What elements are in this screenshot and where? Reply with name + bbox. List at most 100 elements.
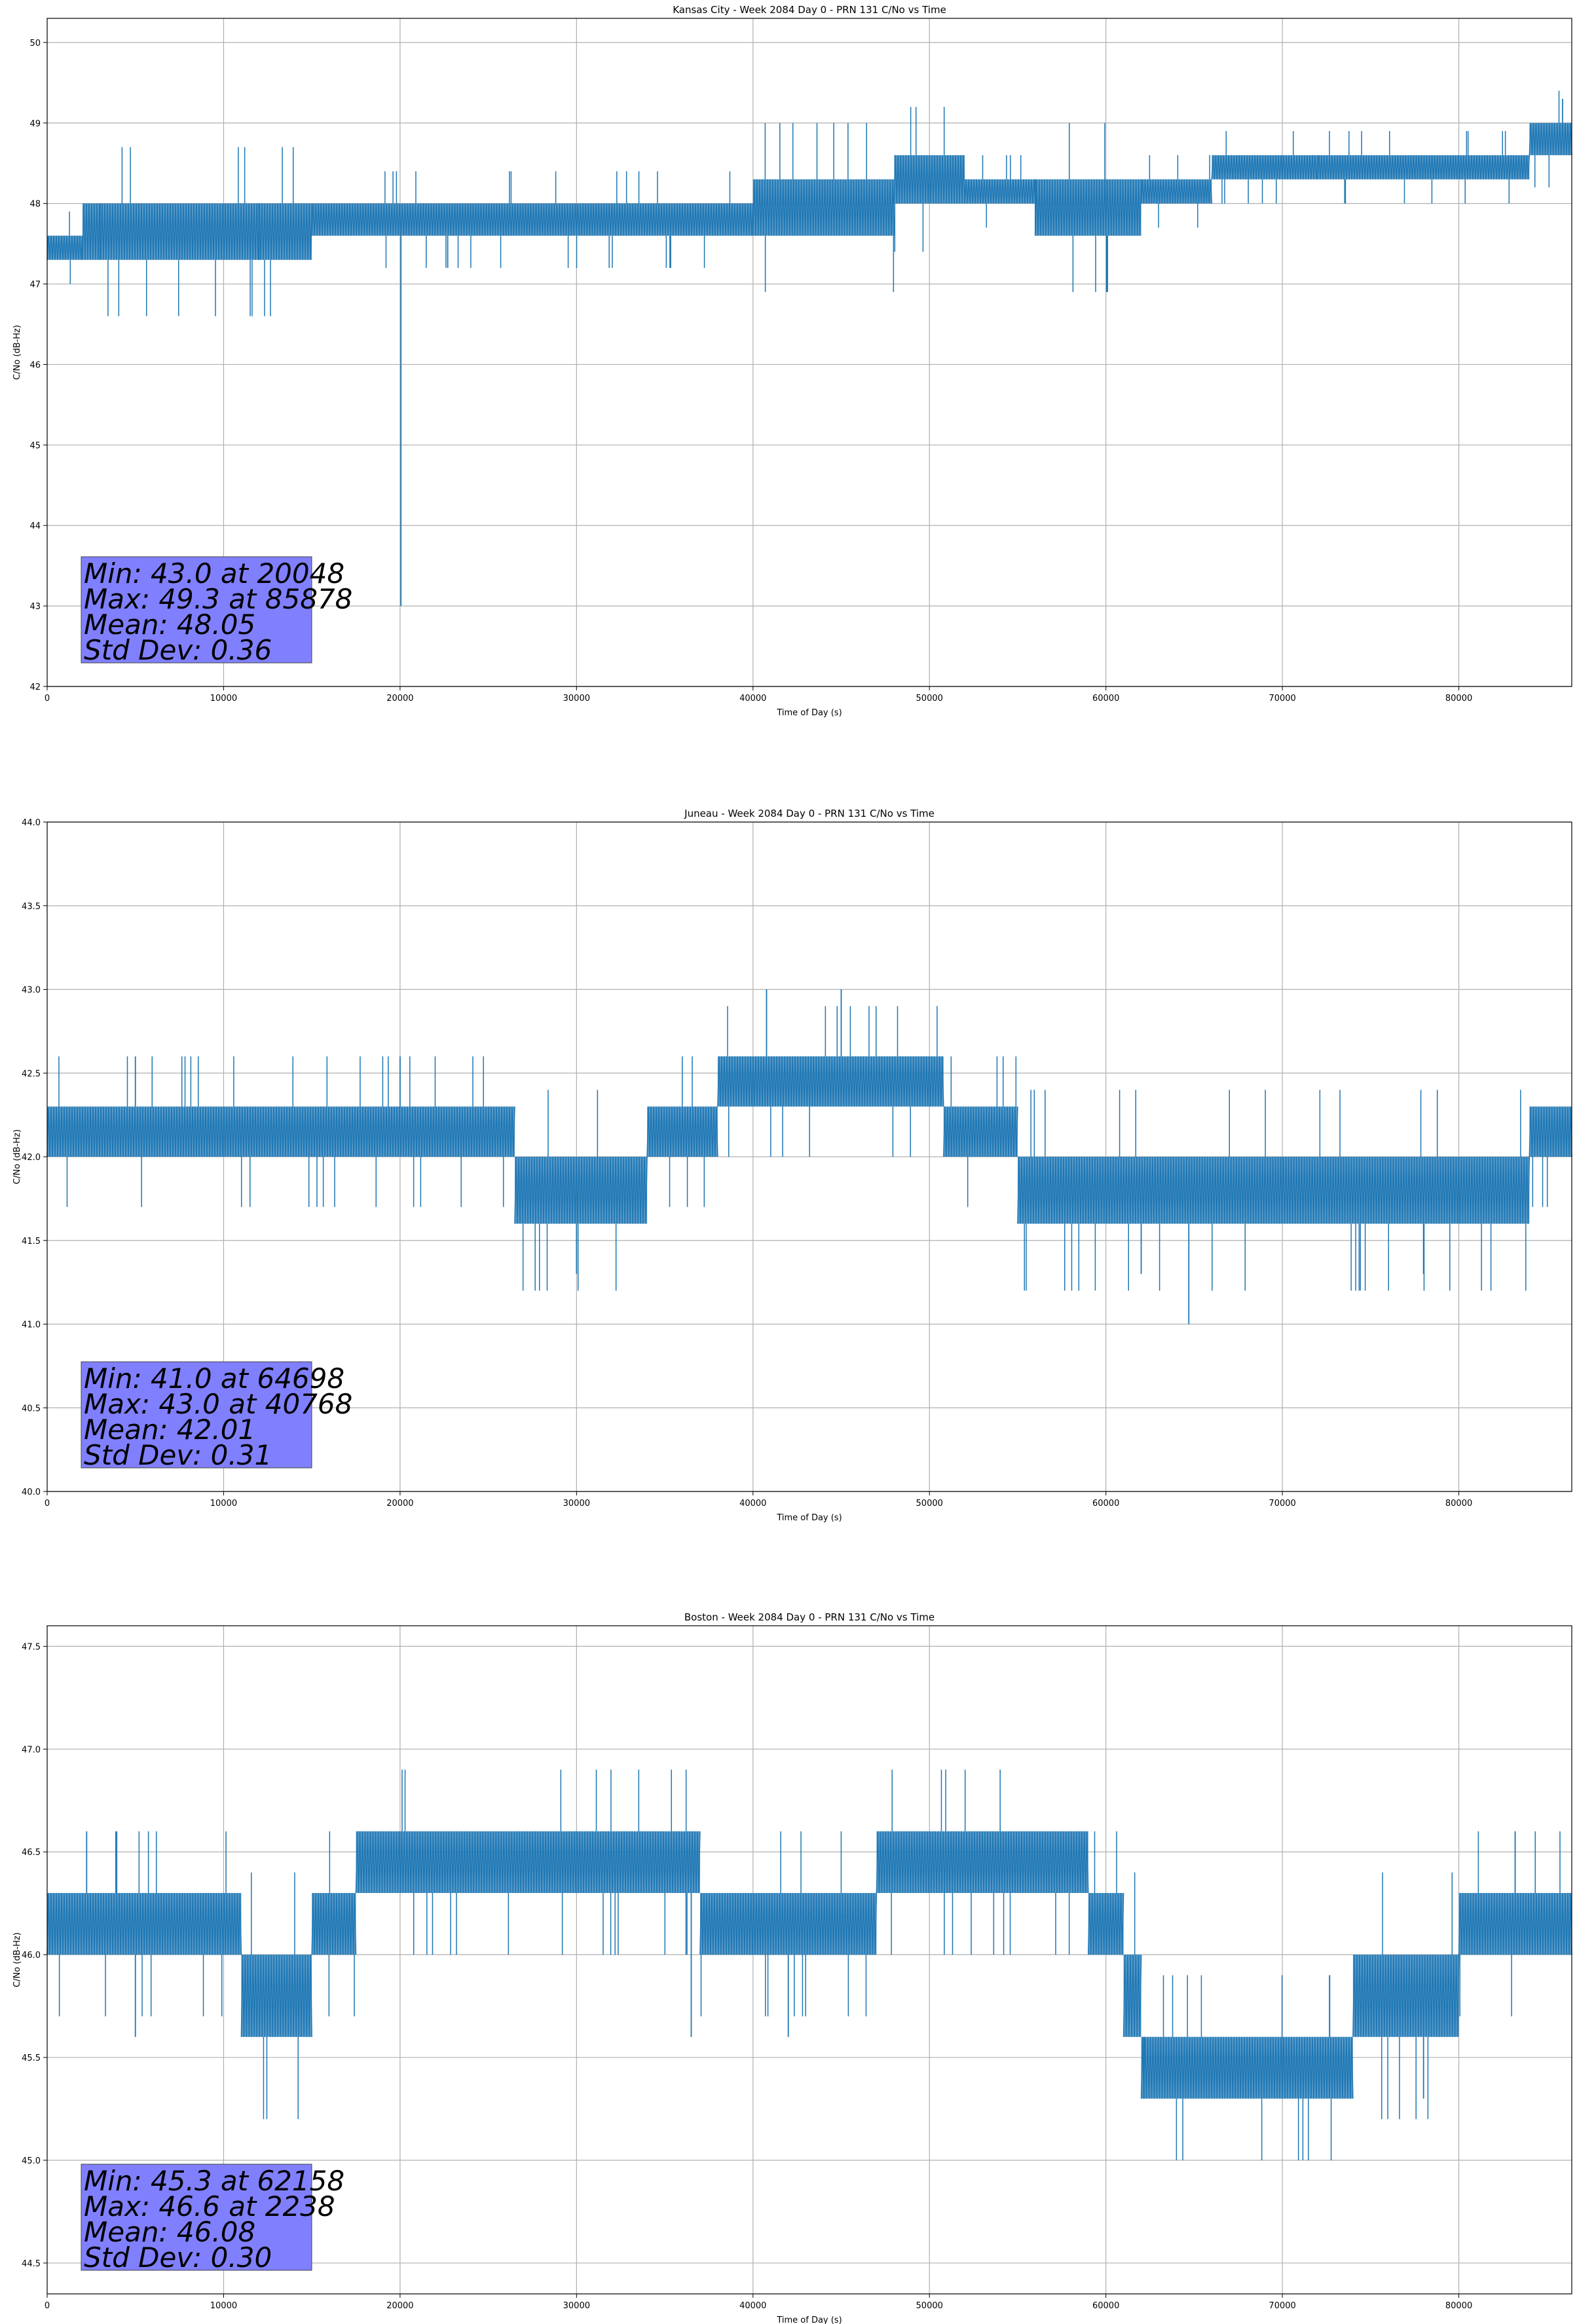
data-band-fill bbox=[82, 203, 312, 260]
x-tick-label: 30000 bbox=[563, 2301, 590, 2311]
stats-std: Std Dev: 0.30 bbox=[84, 2241, 272, 2274]
x-tick-label: 40000 bbox=[739, 694, 766, 703]
y-tick-label: 46.5 bbox=[22, 1848, 41, 1858]
stats-box bbox=[81, 1361, 312, 1469]
data-band-fill bbox=[1441, 155, 1530, 179]
y-axis-label: C/No (dB-Hz) bbox=[12, 1932, 22, 1987]
x-tick-label: 10000 bbox=[210, 694, 237, 703]
data-band-fill bbox=[717, 1056, 944, 1107]
y-tick-label: 45.0 bbox=[22, 2156, 41, 2166]
y-tick-label: 41.5 bbox=[22, 1237, 41, 1246]
data-band-fill bbox=[1529, 1106, 1572, 1157]
data-band-fill bbox=[356, 1831, 700, 1893]
data-band-fill bbox=[1352, 1955, 1459, 2037]
chart-3: 0 10000 20000 30000 40000 50000 60000 70000 8000… bbox=[12, 1611, 1572, 2324]
x-tick-label: 60000 bbox=[1092, 1499, 1119, 1509]
x-tick-label: 30000 bbox=[563, 1499, 590, 1509]
x-tick-label: 70000 bbox=[1269, 2301, 1295, 2311]
data-band-fill bbox=[894, 155, 965, 204]
y-tick-label: 40.5 bbox=[22, 1404, 41, 1414]
data-band-fill bbox=[241, 1955, 312, 2037]
data-band-fill bbox=[699, 1893, 877, 1955]
x-tick-label: 30000 bbox=[563, 694, 590, 703]
stats-box bbox=[81, 556, 312, 664]
data-band-fill bbox=[1458, 1893, 1572, 1955]
data-band-fill bbox=[1017, 1157, 1530, 1224]
x-tick-label: 40000 bbox=[739, 2301, 766, 2311]
y-tick-label: 44.0 bbox=[22, 818, 41, 828]
x-axis-label: Time of Day (s) bbox=[776, 708, 842, 718]
y-tick-label: 42.5 bbox=[22, 1069, 41, 1079]
x-tick-label: 50000 bbox=[916, 694, 943, 703]
stats-max: Max: 46.6 at 2238 bbox=[84, 2190, 335, 2222]
y-tick-label: 43.5 bbox=[22, 902, 41, 912]
x-tick-label: 0 bbox=[45, 2301, 50, 2311]
data-band-fill bbox=[1035, 179, 1141, 236]
stats-min: Min: 43.0 at 20048 bbox=[84, 557, 344, 590]
data-band-fill bbox=[1123, 1955, 1141, 2037]
chart-2: 0 10000 20000 30000 40000 50000 60000 70000 8000… bbox=[12, 808, 1572, 1523]
chart-title: Kansas City - Week 2084 Day 0 - PRN 131 … bbox=[673, 4, 946, 16]
x-tick-label: 50000 bbox=[916, 2301, 943, 2311]
data-band-fill bbox=[1088, 1893, 1124, 1955]
stats-mean: Mean: 46.08 bbox=[84, 2216, 255, 2248]
x-axis-label: Time of Day (s) bbox=[776, 2315, 842, 2324]
x-tick-label: 0 bbox=[45, 694, 50, 703]
y-tick-label: 41.0 bbox=[22, 1321, 41, 1330]
y-tick-label: 47.0 bbox=[22, 1745, 41, 1755]
data-band-fill bbox=[1212, 155, 1318, 179]
chart-title: Juneau - Week 2084 Day 0 - PRN 131 C/No … bbox=[684, 808, 935, 819]
x-tick-label: 80000 bbox=[1445, 694, 1472, 703]
y-tick-label: 40.0 bbox=[22, 1488, 41, 1497]
y-axis-label: C/No (dB-Hz) bbox=[12, 1129, 22, 1184]
y-tick-label: 42 bbox=[29, 683, 41, 692]
data-band-fill bbox=[1141, 179, 1212, 204]
data-band bbox=[893, 155, 965, 204]
data-band-fill bbox=[876, 1831, 1088, 1893]
y-tick-label: 45.5 bbox=[22, 2053, 41, 2063]
x-tick-label: 80000 bbox=[1445, 1499, 1472, 1509]
x-tick-label: 20000 bbox=[386, 694, 413, 703]
axes-frame bbox=[46, 18, 1572, 687]
x-tick-label: 10000 bbox=[210, 1499, 237, 1509]
x-tick-label: 50000 bbox=[916, 1499, 943, 1509]
x-tick-label: 20000 bbox=[386, 1499, 413, 1509]
stats-box bbox=[81, 2164, 312, 2271]
x-tick-label: 80000 bbox=[1445, 2301, 1472, 2311]
x-tick-label: 40000 bbox=[739, 1499, 766, 1509]
data-band-fill bbox=[1318, 155, 1441, 179]
y-tick-label: 42.0 bbox=[22, 1153, 41, 1163]
data-band bbox=[876, 1831, 1089, 1894]
data-band-fill bbox=[1141, 2036, 1353, 2099]
x-tick-label: 0 bbox=[45, 1499, 50, 1509]
data-band-fill bbox=[47, 1893, 242, 1955]
y-tick-label: 44 bbox=[29, 521, 41, 531]
y-tick-label: 43 bbox=[29, 602, 41, 612]
y-tick-label: 48 bbox=[29, 200, 41, 210]
x-axis-label: Time of Day (s) bbox=[776, 1513, 842, 1523]
data-band-fill bbox=[312, 203, 506, 236]
data-band-fill bbox=[47, 1106, 515, 1157]
axes-frame bbox=[46, 1625, 1572, 2295]
y-tick-label: 49 bbox=[29, 119, 41, 129]
y-tick-label: 43.0 bbox=[22, 986, 41, 996]
x-tick-label: 60000 bbox=[1092, 694, 1119, 703]
data-band-fill bbox=[312, 1893, 356, 1955]
stats-max: Max: 43.0 at 40768 bbox=[84, 1388, 352, 1420]
x-tick-label: 10000 bbox=[210, 2301, 237, 2311]
y-tick-label: 45 bbox=[29, 441, 41, 451]
stats-mean: Mean: 48.05 bbox=[84, 609, 255, 641]
data-band-fill bbox=[47, 235, 83, 260]
data-band-fill bbox=[515, 1157, 648, 1224]
stats-mean: Mean: 42.01 bbox=[84, 1414, 255, 1446]
y-tick-label: 44.5 bbox=[22, 2259, 41, 2269]
data-band-fill bbox=[506, 203, 753, 236]
y-tick-label: 47 bbox=[29, 280, 41, 290]
data-band-fill bbox=[752, 179, 895, 236]
x-tick-label: 60000 bbox=[1092, 2301, 1119, 2311]
x-tick-label: 20000 bbox=[386, 2301, 413, 2311]
stats-min: Min: 41.0 at 64698 bbox=[84, 1362, 344, 1395]
y-tick-label: 46 bbox=[29, 360, 41, 370]
y-tick-label: 50 bbox=[29, 39, 41, 48]
y-tick-label: 46.0 bbox=[22, 1951, 41, 1960]
